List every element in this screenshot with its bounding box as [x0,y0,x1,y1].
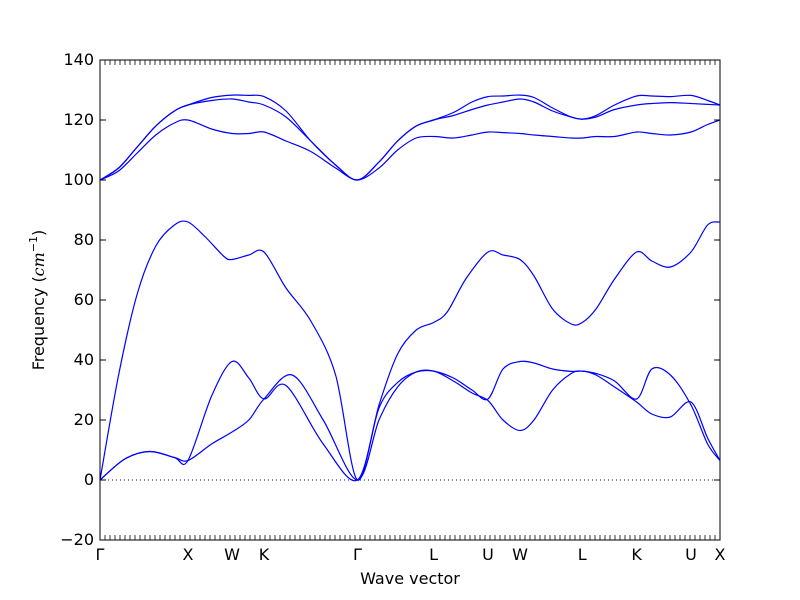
plot-frame [99,59,721,541]
x-tick-label: Γ [353,545,362,564]
branch-line-3 [99,220,721,481]
y-tick-label: 120 [63,110,94,129]
x-tick-label: U [482,545,494,564]
y-tick-label: 60 [74,290,94,309]
x-tick-label: K [259,545,270,564]
branch-line-6 [99,94,721,181]
y-tick-label: 140 [63,50,94,69]
y-tick-label: −20 [60,530,94,549]
y-axis-label-group: Frequency (cm−1) [27,230,48,371]
series-group [99,94,721,482]
y-tick-label: 40 [74,350,94,369]
branch-line-2 [99,360,721,482]
x-tick-label: K [631,545,642,564]
y-axis-label: Frequency (cm−1) [27,230,48,371]
y-tick-label: 100 [63,170,94,189]
x-axis-label: Wave vector [360,569,460,588]
y-tick-label: 20 [74,410,94,429]
x-tick-label: W [512,545,528,564]
y-tick-label: 80 [74,230,94,249]
x-tick-label: U [685,545,697,564]
x-tick-label: X [182,545,193,564]
branch-line-5 [99,98,721,181]
x-tick-label: W [224,545,240,564]
branch-line-4 [99,119,721,181]
x-tick-label: L [578,545,587,564]
x-tick-label: X [715,545,726,564]
x-tick-label: L [429,545,438,564]
x-tick-label: Γ [96,545,105,564]
y-tick-label: 0 [84,470,94,489]
y-axis-ticks: −20 0 20 40 60 80 100 120 140 [60,50,720,549]
branch-line-1 [99,369,721,481]
